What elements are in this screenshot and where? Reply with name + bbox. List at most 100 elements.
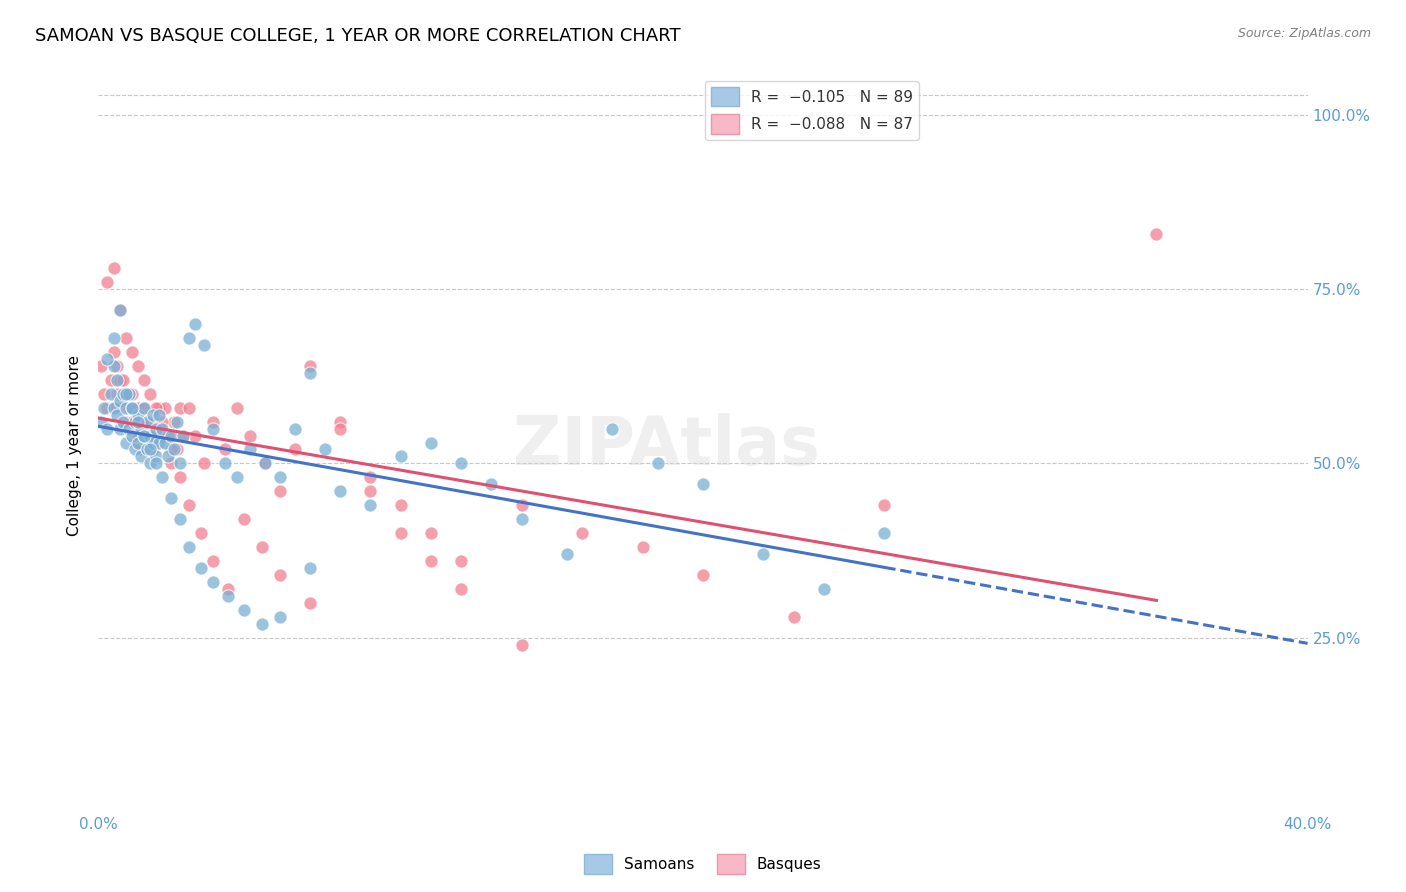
Point [121, 401, 143, 415]
Point [105, 408, 128, 422]
Point [250, 540, 273, 554]
Point [647, 457, 669, 471]
Point [129, 415, 152, 429]
Point [284, 421, 307, 435]
Point [150, 421, 173, 435]
Point [813, 582, 835, 596]
Point [214, 457, 236, 471]
Point [239, 428, 262, 442]
Point [156, 428, 179, 442]
Point [93, 401, 115, 415]
Point [96, 401, 118, 415]
Point [160, 457, 183, 471]
Point [111, 401, 134, 415]
Point [450, 457, 472, 471]
Point [202, 421, 225, 435]
Legend: Samoans, Basques: Samoans, Basques [578, 848, 828, 880]
Point [450, 582, 472, 596]
Point [127, 401, 149, 415]
Point [166, 442, 188, 457]
Legend: R =  −0.105   N = 89, R =  −0.088   N = 87: R = −0.105 N = 89, R = −0.088 N = 87 [706, 80, 920, 140]
Text: SAMOAN VS BASQUE COLLEGE, 1 YEAR OR MORE CORRELATION CHART: SAMOAN VS BASQUE COLLEGE, 1 YEAR OR MORE… [35, 27, 681, 45]
Point [132, 428, 155, 442]
Point [124, 428, 146, 442]
Point [169, 512, 191, 526]
Point [118, 386, 141, 401]
Point [108, 303, 131, 318]
Point [179, 498, 201, 512]
Point [139, 457, 162, 471]
Point [193, 457, 215, 471]
Point [190, 526, 212, 541]
Point [103, 401, 125, 415]
Point [631, 540, 654, 554]
Point [239, 442, 262, 457]
Point [127, 359, 149, 373]
Point [179, 540, 201, 554]
Point [389, 450, 412, 464]
Point [108, 401, 131, 415]
Point [420, 554, 443, 568]
Y-axis label: College, 1 year or more: College, 1 year or more [67, 356, 83, 536]
Point [602, 421, 624, 435]
Point [202, 554, 225, 568]
Point [160, 442, 183, 457]
Point [160, 428, 183, 442]
Point [169, 470, 191, 484]
Point [752, 547, 775, 561]
Point [121, 415, 143, 429]
Point [420, 435, 443, 450]
Point [111, 386, 134, 401]
Point [360, 470, 382, 484]
Point [156, 450, 179, 464]
Point [124, 442, 146, 457]
Point [389, 498, 412, 512]
Point [96, 351, 118, 366]
Point [172, 428, 194, 442]
Point [114, 415, 136, 429]
Point [420, 526, 443, 541]
Point [103, 401, 125, 415]
Point [329, 421, 352, 435]
Point [127, 415, 149, 429]
Point [153, 435, 176, 450]
Point [96, 275, 118, 289]
Point [108, 393, 131, 408]
Point [148, 435, 170, 450]
Point [129, 421, 152, 435]
Point [269, 567, 291, 582]
Point [184, 428, 207, 442]
Point [118, 386, 141, 401]
Point [111, 415, 134, 429]
Point [172, 428, 194, 442]
Point [150, 415, 173, 429]
Point [105, 386, 128, 401]
Point [121, 428, 143, 442]
Point [269, 609, 291, 624]
Point [193, 338, 215, 352]
Point [124, 401, 146, 415]
Point [873, 498, 896, 512]
Point [114, 401, 136, 415]
Point [114, 386, 136, 401]
Point [269, 484, 291, 499]
Point [150, 470, 173, 484]
Point [329, 484, 352, 499]
Point [169, 457, 191, 471]
Point [139, 428, 162, 442]
Point [132, 428, 155, 442]
Point [108, 373, 131, 387]
Point [169, 401, 191, 415]
Point [103, 331, 125, 345]
Point [108, 303, 131, 318]
Point [145, 450, 167, 464]
Point [114, 435, 136, 450]
Point [139, 415, 162, 429]
Point [510, 638, 533, 652]
Point [142, 435, 165, 450]
Point [202, 574, 225, 589]
Text: Source: ZipAtlas.com: Source: ZipAtlas.com [1237, 27, 1371, 40]
Point [510, 512, 533, 526]
Point [105, 359, 128, 373]
Point [135, 442, 157, 457]
